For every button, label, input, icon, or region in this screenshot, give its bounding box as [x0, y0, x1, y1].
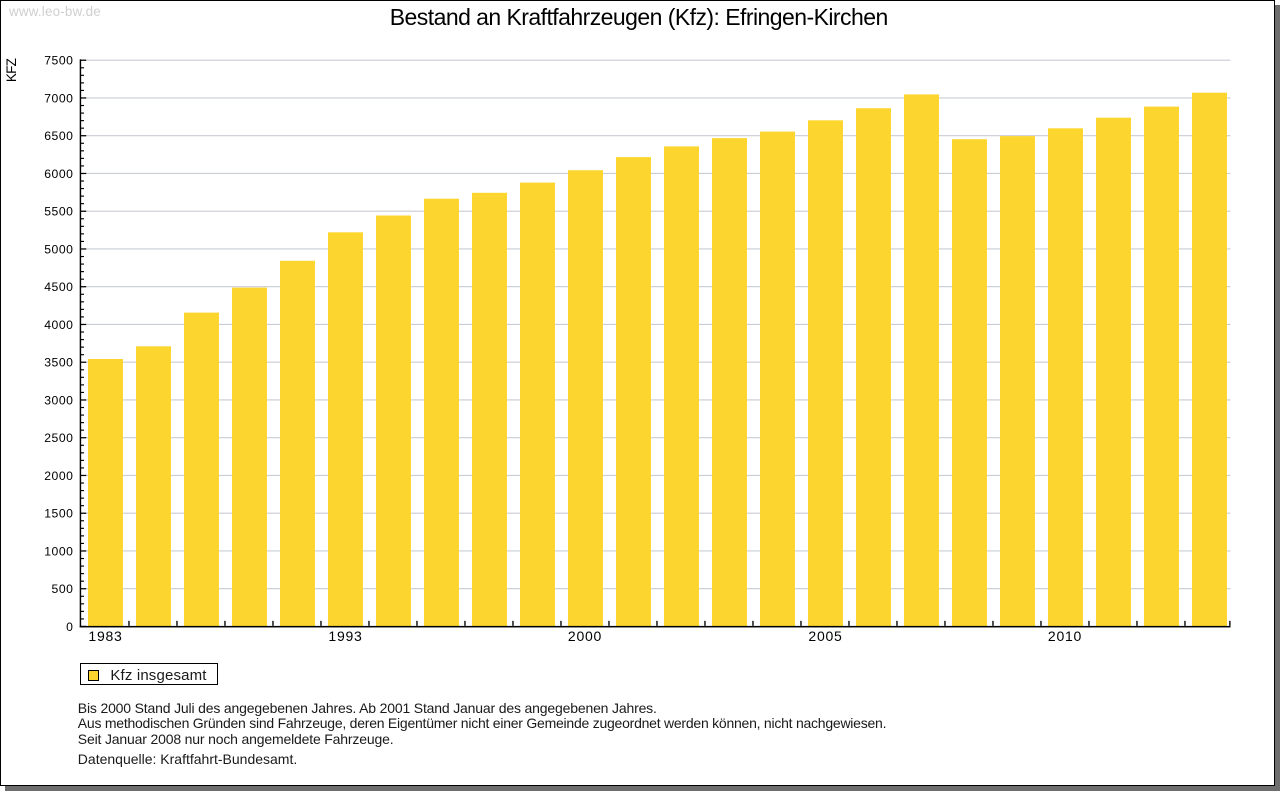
svg-text:4500: 4500	[44, 280, 73, 294]
svg-text:4000: 4000	[44, 318, 73, 332]
svg-text:2500: 2500	[44, 431, 73, 445]
svg-text:2010: 2010	[1048, 628, 1082, 644]
svg-text:5000: 5000	[44, 242, 73, 256]
svg-text:2000: 2000	[568, 628, 602, 644]
svg-text:1993: 1993	[328, 628, 362, 644]
svg-text:3500: 3500	[44, 356, 73, 370]
svg-text:1000: 1000	[44, 544, 73, 558]
svg-text:1500: 1500	[44, 507, 73, 521]
svg-text:5500: 5500	[44, 205, 73, 219]
svg-text:2000: 2000	[44, 469, 73, 483]
svg-text:500: 500	[52, 582, 74, 596]
svg-text:3000: 3000	[44, 393, 73, 407]
svg-text:0: 0	[66, 620, 73, 634]
svg-text:2005: 2005	[808, 628, 842, 644]
svg-text:6000: 6000	[44, 167, 73, 181]
svg-text:7000: 7000	[44, 91, 73, 105]
svg-text:6500: 6500	[44, 129, 73, 143]
svg-text:7500: 7500	[44, 54, 73, 68]
svg-text:1983: 1983	[88, 628, 122, 644]
